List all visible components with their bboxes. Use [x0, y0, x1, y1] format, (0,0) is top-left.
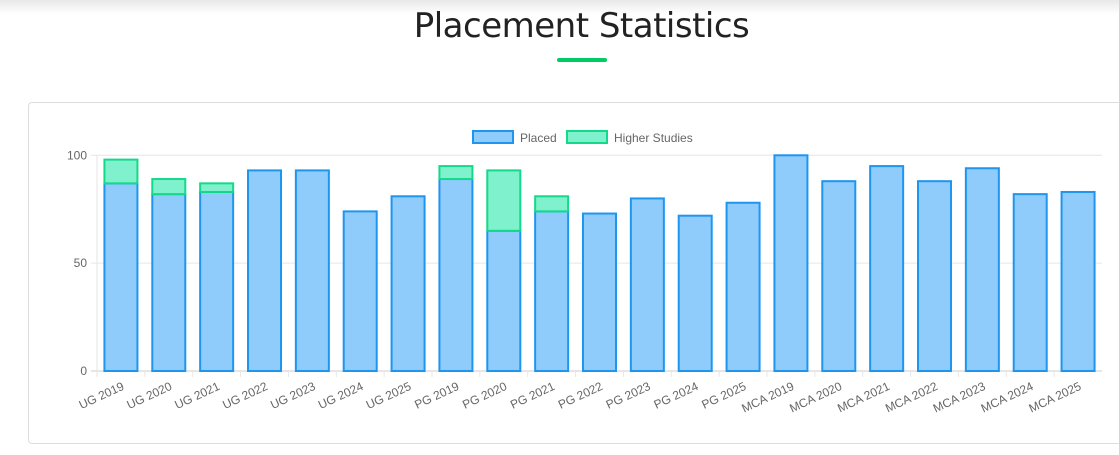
legend-swatch — [472, 130, 514, 144]
bar-placed — [869, 165, 905, 372]
x-tick-label: MCA 2020 — [787, 379, 844, 416]
bar-placed — [1012, 193, 1048, 372]
y-tick-label: 50 — [74, 256, 88, 270]
y-tick-label: 0 — [80, 364, 87, 378]
bar-placed — [677, 214, 713, 372]
x-tick-label: MCA 2023 — [931, 379, 988, 416]
bar-placed — [917, 180, 952, 372]
x-tick-label: UG 2023 — [268, 379, 318, 412]
x-tick-label: PG 2023 — [604, 379, 653, 412]
legend-swatch — [566, 130, 608, 144]
x-tick-label: UG 2024 — [316, 379, 366, 412]
x-tick-label: PG 2020 — [460, 379, 509, 412]
x-tick-label: MCA 2019 — [739, 379, 796, 416]
x-tick-label: UG 2025 — [364, 379, 414, 412]
x-tick-label: UG 2022 — [220, 379, 270, 412]
x-tick-label: PG 2024 — [652, 379, 701, 412]
bar-placed — [582, 212, 617, 372]
x-tick-label: UG 2020 — [125, 379, 175, 412]
bar-placed — [964, 167, 1000, 372]
x-tick-label: UG 2021 — [172, 379, 222, 412]
bar-placed — [199, 190, 235, 372]
bar-placed — [534, 210, 570, 372]
bar-placed — [1060, 190, 1096, 372]
header-shadow — [0, 0, 1119, 14]
bar-placed — [103, 182, 139, 372]
bar-higher-studies — [151, 178, 187, 196]
x-tick-label: MCA 2022 — [883, 379, 940, 416]
bar-placed — [629, 197, 665, 372]
x-tick-label: PG 2022 — [556, 379, 605, 412]
bar-placed — [773, 154, 809, 372]
bar-placed — [151, 193, 187, 372]
bar-higher-studies — [486, 169, 522, 232]
bar-higher-studies — [534, 195, 570, 213]
y-tick-label: 100 — [67, 148, 87, 162]
page-title: Placement Statistics — [413, 6, 750, 46]
legend-label: Higher Studies — [614, 131, 693, 145]
x-tick-label: MCA 2025 — [1027, 379, 1084, 416]
title-underline — [557, 58, 607, 62]
bar-placed — [725, 201, 761, 372]
bar-placed — [486, 229, 522, 372]
x-tick-label: MCA 2021 — [835, 379, 892, 416]
x-tick-label: PG 2019 — [412, 379, 461, 412]
bar-placed — [390, 195, 426, 372]
x-tick-label: MCA 2024 — [979, 379, 1036, 416]
bar-placed — [342, 210, 378, 372]
bar-placed — [247, 169, 282, 372]
x-tick-label: UG 2019 — [77, 379, 127, 412]
bar-placed — [821, 180, 857, 372]
x-tick-label: PG 2021 — [508, 379, 557, 412]
chart-card — [28, 102, 1119, 444]
bar-higher-studies — [103, 158, 139, 185]
bar-placed — [438, 178, 474, 372]
bar-higher-studies — [438, 165, 474, 181]
bar-higher-studies — [199, 182, 235, 193]
legend-label: Placed — [520, 131, 557, 145]
bar-placed — [294, 169, 330, 372]
